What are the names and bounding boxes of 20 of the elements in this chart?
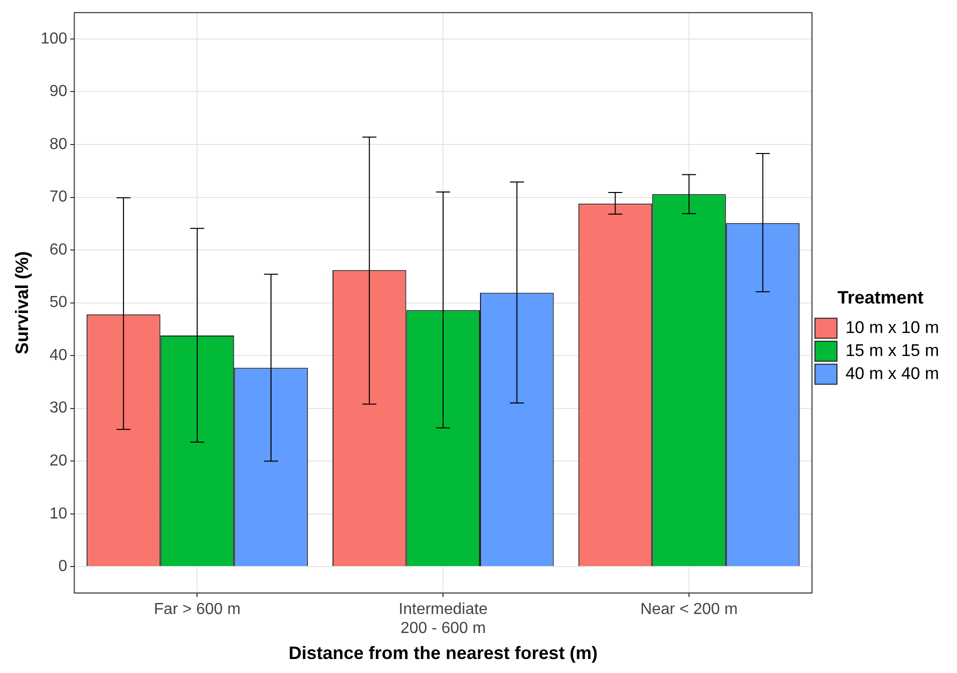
x-axis-title: Distance from the nearest forest (m) <box>288 643 598 664</box>
y-tick-label: 100 <box>40 30 68 48</box>
x-tick-label: Intermediate 200 - 600 m <box>398 601 488 638</box>
y-axis-title: Survival (%) <box>12 251 32 354</box>
y-tick-label: 80 <box>50 136 68 153</box>
y-tick-label: 50 <box>50 294 68 312</box>
y-tick-label: 70 <box>50 188 68 206</box>
y-tick-label: 40 <box>50 346 68 364</box>
y-tick-label: 0 <box>58 558 68 576</box>
y-tick-label: 10 <box>50 505 68 522</box>
y-tick-label: 90 <box>50 83 68 100</box>
y-tick-label: 20 <box>50 452 68 470</box>
legend-label: 10 m x 10 m <box>845 318 940 337</box>
legend-title: Treatment <box>837 288 924 308</box>
x-tick-label: Far > 600 m <box>154 601 241 618</box>
y-tick-label: 60 <box>50 241 68 258</box>
x-tick-label: Near < 200 m <box>640 601 738 618</box>
legend-label: 40 m x 40 m <box>845 364 940 383</box>
legend-label: 15 m x 15 m <box>845 340 940 360</box>
y-tick-label: 30 <box>50 400 68 417</box>
